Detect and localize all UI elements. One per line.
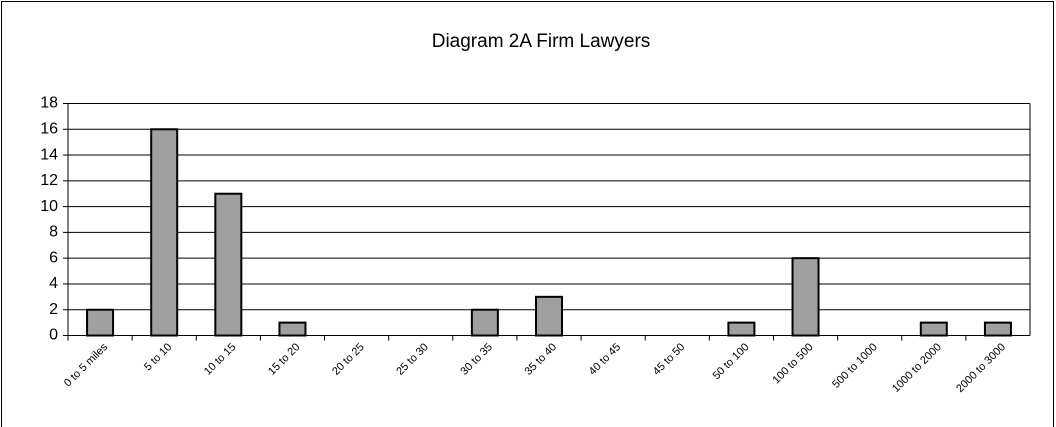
bar — [791, 257, 820, 337]
bar — [86, 308, 115, 337]
y-tick-label: 12 — [40, 172, 58, 189]
y-tick-label: 14 — [40, 146, 58, 163]
bar — [278, 321, 307, 337]
bar — [470, 308, 499, 337]
y-tick-label: 0 — [49, 327, 58, 344]
bar — [919, 321, 948, 337]
bar — [214, 192, 243, 337]
y-tick-label: 18 — [40, 95, 58, 112]
bar — [150, 128, 179, 337]
bar — [983, 321, 1012, 337]
bar — [727, 321, 756, 337]
y-tick-label: 16 — [40, 120, 58, 137]
y-tick-label: 2 — [49, 301, 58, 318]
y-tick-label: 4 — [49, 275, 58, 292]
y-tick-label: 8 — [49, 224, 58, 241]
bar — [535, 295, 563, 337]
y-tick-label: 10 — [40, 198, 58, 215]
y-tick-label: 6 — [49, 249, 58, 266]
chart-title: Diagram 2A Firm Lawyers — [432, 31, 651, 52]
